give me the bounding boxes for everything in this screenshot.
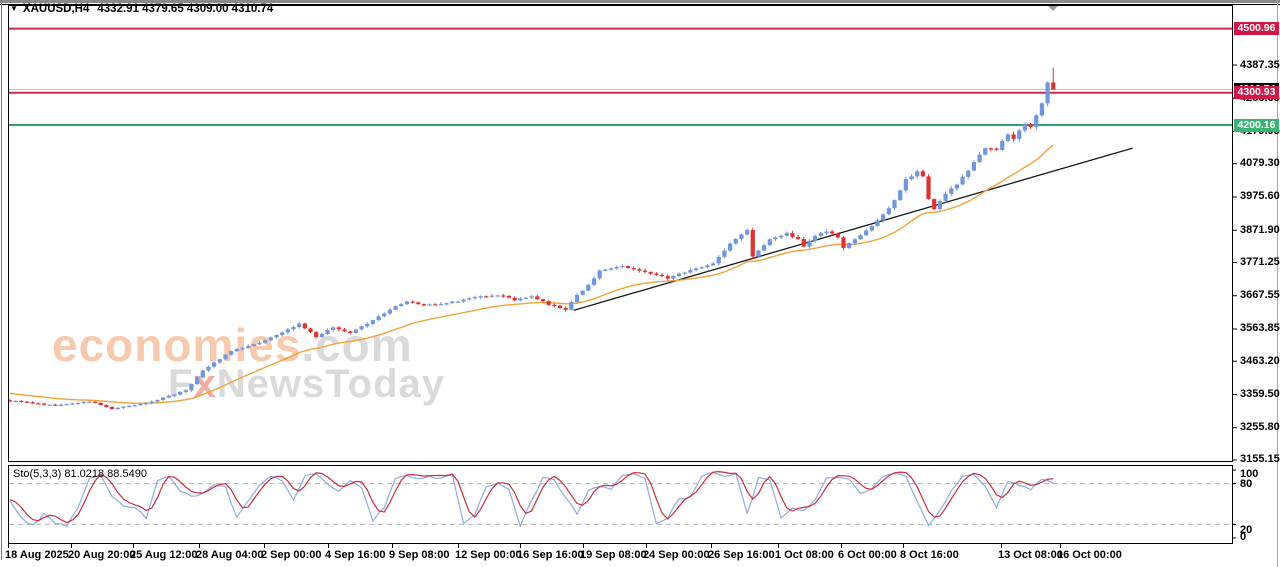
watermark-brand-text: economies bbox=[52, 319, 302, 371]
stochastic-signal-line bbox=[9, 470, 1054, 524]
watermark-brand-line: economies.com bbox=[52, 318, 413, 372]
watermark-tagline: FxNewsToday bbox=[168, 362, 445, 407]
watermark-tagline-x: x bbox=[193, 362, 217, 406]
watermark-domain-text: .com bbox=[301, 319, 413, 371]
watermark-tagline-rest: NewsToday bbox=[216, 362, 446, 406]
moving-average-line bbox=[9, 144, 1054, 404]
stochastic-main-line bbox=[9, 471, 1054, 528]
chart-shift-marker-icon[interactable] bbox=[1048, 6, 1058, 11]
